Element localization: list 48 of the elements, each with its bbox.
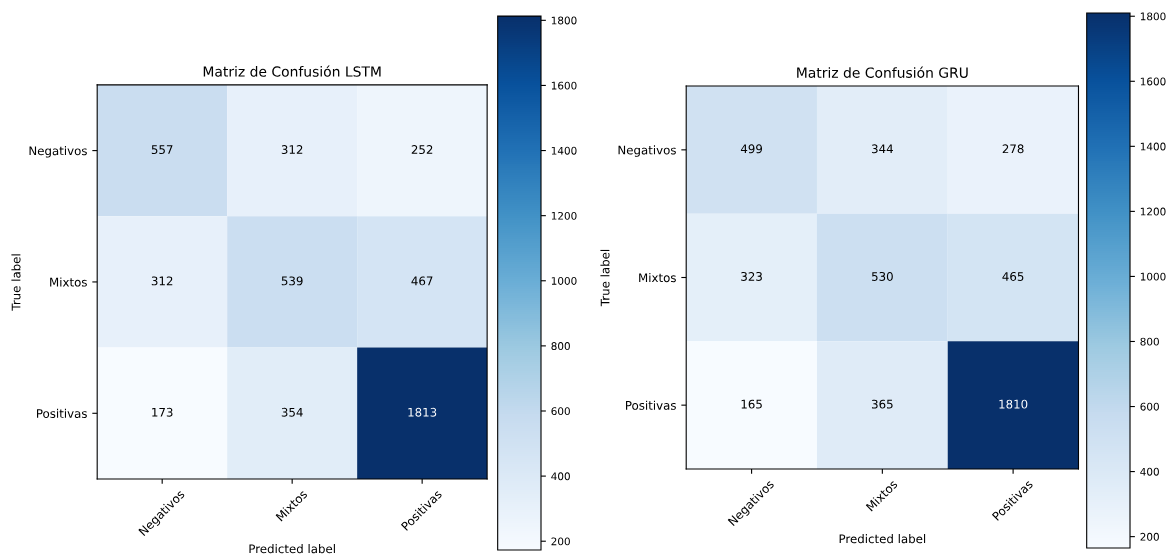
data-label: 530 xyxy=(871,272,893,281)
data-label: 557 xyxy=(151,145,173,155)
data-label: 354 xyxy=(281,407,303,417)
data-label: 1813 xyxy=(408,407,437,417)
color-bar-label: 1800 xyxy=(551,16,577,25)
data-label: 165 xyxy=(741,399,762,409)
color-bar-label: 800 xyxy=(551,342,570,350)
data-label: 344 xyxy=(871,144,893,154)
y-tick-label: Positivas xyxy=(626,400,676,410)
data-label: 467 xyxy=(411,276,433,286)
data-label: 252 xyxy=(411,145,433,155)
color-bar-label: 1200 xyxy=(1140,207,1166,216)
color-bar-label: 1400 xyxy=(551,146,577,155)
y-tick-label: Mixtos xyxy=(50,277,87,287)
data-label: 312 xyxy=(151,276,173,286)
chart-title: Matriz de Confusión GRU xyxy=(797,66,968,78)
data-label: 278 xyxy=(1002,144,1024,154)
color-bar-label: 200 xyxy=(551,537,570,546)
data-label: 1810 xyxy=(999,399,1028,409)
color-bar-label: 600 xyxy=(551,407,570,416)
color-bar-label: 1600 xyxy=(551,81,577,90)
data-label: 539 xyxy=(281,276,303,286)
color-bar-label: 1400 xyxy=(1140,142,1166,151)
y-tick-label: Positivas xyxy=(37,408,87,418)
color-bar-label: 800 xyxy=(1140,337,1159,346)
data-label: 499 xyxy=(740,144,763,154)
color-bar-label: 200 xyxy=(1140,532,1159,541)
x-axis-title: Predicted label xyxy=(839,534,926,544)
x-axis-title: Predicted label xyxy=(249,544,335,554)
color-bar-label: 400 xyxy=(1140,467,1159,476)
color-bar-label: 1200 xyxy=(551,211,577,220)
y-axis-title: True label xyxy=(600,249,610,307)
color-bar-label: 1800 xyxy=(1140,12,1166,21)
chart-title: Matriz de Confusión LSTM xyxy=(203,65,381,77)
data-label: 173 xyxy=(152,407,173,417)
color-bar-label: 600 xyxy=(1140,402,1159,411)
data-label: 465 xyxy=(1002,272,1024,281)
color-bar-label: 400 xyxy=(551,472,570,481)
data-label: 312 xyxy=(281,145,303,155)
y-tick-label: Mixtos xyxy=(639,273,676,283)
y-tick-label: Negativos xyxy=(29,146,87,158)
color-bar-label: 1600 xyxy=(1140,77,1166,86)
y-tick-label: Negativos xyxy=(618,145,676,157)
color-bar-label: 1000 xyxy=(551,277,577,285)
y-axis-title: True label xyxy=(11,254,21,311)
data-label: 365 xyxy=(871,399,893,409)
data-label: 323 xyxy=(741,272,762,281)
color-bar-label: 1000 xyxy=(1140,272,1166,281)
